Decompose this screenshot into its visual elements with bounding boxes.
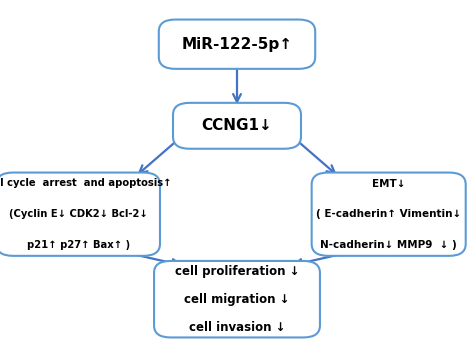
FancyBboxPatch shape xyxy=(154,261,320,337)
Text: ( E-cadherin↑ Vimentin↓: ( E-cadherin↑ Vimentin↓ xyxy=(316,209,461,219)
Text: CCNG1↓: CCNG1↓ xyxy=(201,118,273,133)
Text: cell proliferation ↓: cell proliferation ↓ xyxy=(175,265,299,278)
FancyBboxPatch shape xyxy=(159,19,315,69)
FancyBboxPatch shape xyxy=(311,173,465,256)
Text: cell migration ↓: cell migration ↓ xyxy=(184,293,290,306)
Text: p21↑ p27↑ Bax↑ ): p21↑ p27↑ Bax↑ ) xyxy=(27,240,130,250)
Text: (Cyclin E↓ CDK2↓ Bcl-2↓: (Cyclin E↓ CDK2↓ Bcl-2↓ xyxy=(9,209,147,219)
FancyBboxPatch shape xyxy=(173,103,301,149)
FancyBboxPatch shape xyxy=(0,173,160,256)
Text: N-cadherin↓ MMP9  ↓ ): N-cadherin↓ MMP9 ↓ ) xyxy=(320,240,457,250)
Text: cell invasion ↓: cell invasion ↓ xyxy=(189,321,285,334)
Text: MiR-122-5p↑: MiR-122-5p↑ xyxy=(182,37,292,52)
Text: cell cycle  arrest  and apoptosis↑: cell cycle arrest and apoptosis↑ xyxy=(0,178,172,188)
Text: EMT↓: EMT↓ xyxy=(372,178,405,188)
